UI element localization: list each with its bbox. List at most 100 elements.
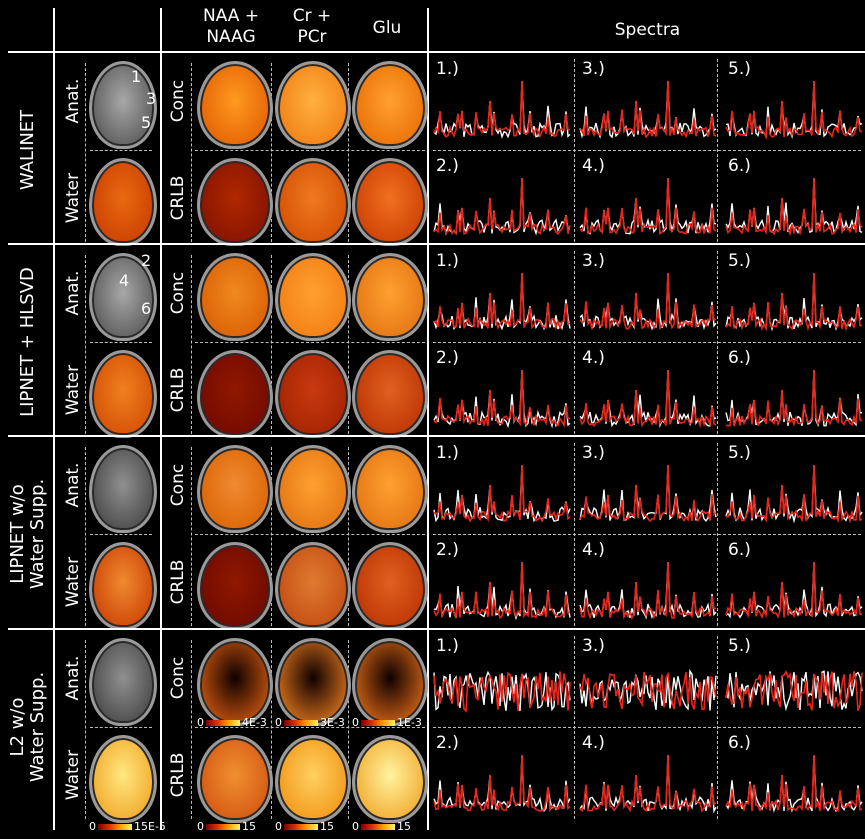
spectrum-plot bbox=[579, 369, 717, 429]
fitted-spectrum-line bbox=[725, 669, 863, 711]
spectrum-label: 4.) bbox=[582, 348, 605, 368]
label-conc: Conc bbox=[168, 271, 188, 315]
crlb-map bbox=[275, 350, 351, 438]
conc-map bbox=[352, 445, 428, 533]
colorbar-max: 3E-3 bbox=[320, 716, 345, 729]
colorbar-gradient bbox=[206, 719, 240, 726]
dash-h bbox=[195, 727, 425, 728]
dash-v bbox=[85, 63, 86, 242]
fitted-spectrum-line bbox=[433, 369, 571, 428]
fitted-spectrum-line bbox=[433, 177, 571, 236]
row-divider bbox=[8, 435, 865, 437]
crlb-map bbox=[197, 542, 273, 630]
colorbar-max: 15 bbox=[397, 820, 411, 833]
colorbar-min: 0 bbox=[352, 716, 359, 729]
spectrum-plot bbox=[725, 754, 863, 813]
anat-image bbox=[89, 61, 157, 149]
dash-v bbox=[191, 255, 192, 434]
spectrum-label: 3.) bbox=[582, 59, 605, 79]
fitted-spectrum-line bbox=[433, 754, 571, 813]
fitted-spectrum-line bbox=[725, 561, 863, 620]
spectrum-label: 6.) bbox=[728, 540, 751, 560]
conc-map bbox=[197, 445, 273, 533]
label-anat: Anat. bbox=[63, 462, 83, 508]
spectrum-plot bbox=[579, 668, 717, 711]
conc-map bbox=[275, 445, 351, 533]
fitted-spectrum-line bbox=[579, 561, 717, 620]
dash-v bbox=[348, 640, 349, 819]
measured-spectrum-line bbox=[433, 561, 571, 621]
colorbar-min: 0 bbox=[275, 716, 282, 729]
dash-v bbox=[271, 447, 272, 626]
row-divider bbox=[8, 628, 865, 630]
fitted-spectrum-line bbox=[725, 272, 863, 332]
conc-map bbox=[197, 253, 273, 341]
spectrum-plot bbox=[579, 272, 717, 331]
water-map bbox=[89, 158, 157, 246]
spectrum-label: 4.) bbox=[582, 540, 605, 560]
header-glu: Glu bbox=[372, 18, 402, 38]
colorbar-crlb: 0 15 bbox=[352, 820, 411, 833]
spectrum-plot bbox=[725, 177, 863, 237]
conc-map bbox=[352, 638, 428, 726]
row-name-2: LIPNET w/o Water Supp. bbox=[7, 478, 48, 589]
water-map bbox=[89, 735, 157, 823]
dash-h bbox=[195, 150, 425, 151]
label-crlb: CRLB bbox=[168, 367, 188, 413]
spectrum-plot bbox=[579, 177, 717, 236]
colorbar-conc: 0 4E-3 bbox=[197, 716, 267, 729]
colorbar-gradient bbox=[98, 823, 132, 830]
colorbar-gradient bbox=[284, 719, 318, 726]
header-cr: Cr + PCr bbox=[292, 6, 332, 47]
divider-header bbox=[8, 51, 865, 53]
colorbar-gradient bbox=[361, 719, 395, 726]
conc-map bbox=[352, 61, 428, 149]
spectrum-plot bbox=[579, 561, 717, 620]
spectrum-plot bbox=[433, 369, 571, 429]
crlb-map bbox=[197, 735, 273, 823]
dash-v bbox=[348, 447, 349, 626]
dash-v bbox=[348, 63, 349, 242]
water-map bbox=[89, 350, 157, 438]
location-marker: 3 bbox=[146, 89, 157, 108]
label-conc: Conc bbox=[168, 463, 188, 507]
location-marker: 2 bbox=[141, 251, 152, 270]
row-divider bbox=[8, 243, 865, 245]
spectrum-plot bbox=[579, 80, 717, 139]
conc-map bbox=[352, 253, 428, 341]
colorbar-conc: 0 3E-3 bbox=[275, 716, 345, 729]
conc-map bbox=[275, 253, 351, 341]
crlb-map bbox=[352, 735, 428, 823]
crlb-map bbox=[275, 542, 351, 630]
spectrum-label: 6.) bbox=[728, 733, 751, 753]
fitted-spectrum-line bbox=[579, 671, 717, 711]
fitted-spectrum-line bbox=[725, 369, 863, 427]
dash-h bbox=[433, 150, 861, 151]
divider-v1 bbox=[53, 8, 55, 830]
conc-map bbox=[275, 61, 351, 149]
colorbar-max: 15 bbox=[242, 820, 256, 833]
water-map bbox=[89, 542, 157, 630]
spectrum-plot bbox=[433, 670, 571, 713]
spectrum-label: 1.) bbox=[436, 443, 459, 463]
spectrum-plot bbox=[725, 369, 863, 428]
colorbar-gradient bbox=[361, 823, 395, 830]
dash-h bbox=[90, 727, 152, 728]
colorbar-max: 15E-5 bbox=[134, 820, 166, 833]
colorbar-max: 4E-3 bbox=[242, 716, 267, 729]
dash-v bbox=[348, 255, 349, 434]
label-crlb: CRLB bbox=[168, 752, 188, 798]
anat-image bbox=[89, 638, 157, 726]
spectrum-plot bbox=[725, 464, 863, 524]
spectrum-label: 3.) bbox=[582, 636, 605, 656]
spectrum-plot bbox=[725, 669, 863, 712]
dash-v bbox=[271, 255, 272, 434]
spectrum-label: 3.) bbox=[582, 443, 605, 463]
anat-image bbox=[89, 445, 157, 533]
dash-h bbox=[195, 534, 425, 535]
spectrum-plot bbox=[725, 561, 863, 620]
colorbar-max: 1E-3 bbox=[397, 716, 422, 729]
fitted-spectrum-line bbox=[579, 754, 717, 813]
spectrum-label: 1.) bbox=[436, 59, 459, 79]
colorbar-conc: 0 1E-3 bbox=[352, 716, 422, 729]
